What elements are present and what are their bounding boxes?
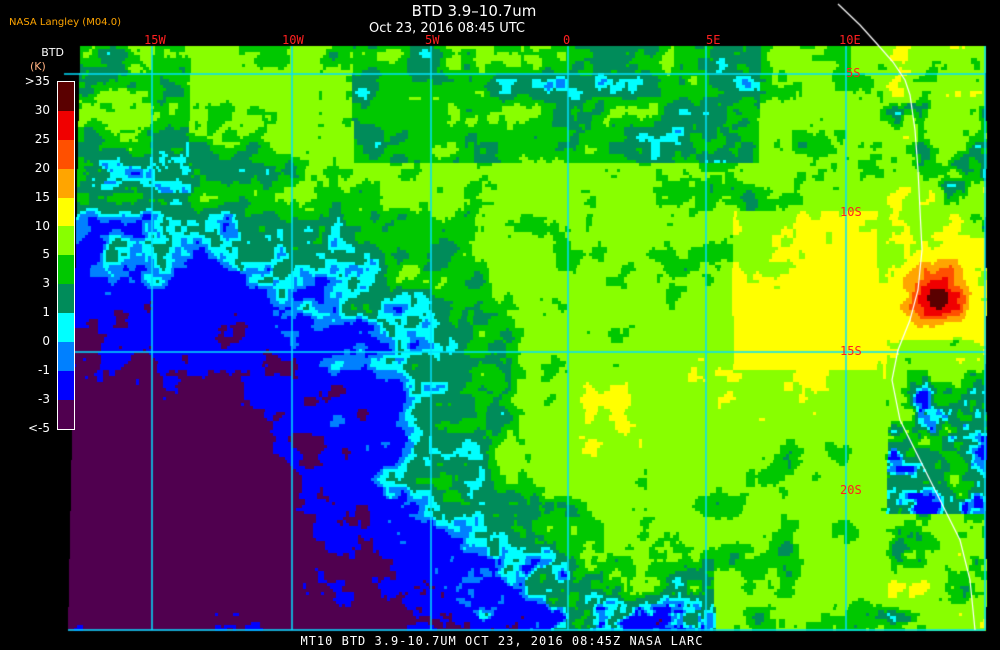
legend-tick-label: 5 — [42, 247, 50, 262]
lat-label-5s: 5S — [846, 66, 861, 80]
legend-units: (K) — [30, 60, 46, 73]
legend-swatch — [58, 197, 74, 227]
legend-tick-label: 3 — [42, 276, 50, 291]
legend-tick-label: 10 — [34, 218, 50, 233]
legend-tick-label: -3 — [38, 391, 50, 406]
lat-label-20s: 20S — [840, 483, 862, 497]
lon-label-10e: 10E — [839, 33, 861, 47]
legend-tick-label: -1 — [38, 363, 50, 377]
organization-label: NASA Langley (M04.0) — [9, 17, 121, 28]
datetime-text: Oct 23, 2016 08:45 UTC — [369, 21, 525, 36]
title-text: BTD 3.9–10.7um — [411, 2, 537, 20]
lat-label-15s: 15S — [840, 344, 862, 358]
legend-tick-label: 1 — [42, 305, 50, 320]
legend-tick-label: 0 — [42, 334, 50, 349]
legend-tick-label: 25 — [34, 131, 50, 146]
legend-swatch — [58, 342, 74, 371]
legend-swatch — [58, 168, 74, 198]
legend-swatch — [58, 313, 74, 343]
lon-label-5e: 5E — [706, 33, 721, 47]
legend-swatch — [58, 370, 74, 400]
legend-swatch — [58, 110, 74, 140]
legend-tick-label: 15 — [34, 189, 50, 204]
legend-swatch — [58, 399, 74, 429]
footer-caption: MT10 BTD 3.9-10.7UM OCT 23, 2016 08:45Z … — [0, 634, 1000, 648]
legend-swatch — [58, 82, 74, 111]
image-datetime: Oct 23, 2016 08:45 UTC — [0, 21, 1000, 36]
legend-title: BTD — [41, 46, 64, 59]
lon-label-10w: 10W — [282, 33, 304, 47]
legend-swatch — [58, 255, 74, 285]
lon-label-5w: 5W — [425, 33, 440, 47]
color-legend-bar — [57, 81, 75, 430]
legend-swatch — [58, 284, 74, 314]
lon-label-15w: 15W — [144, 33, 166, 47]
legend-tick-label: >35 — [24, 74, 50, 88]
footer-caption-text: MT10 BTD 3.9-10.7UM OCT 23, 2016 08:45Z … — [300, 634, 704, 648]
legend-tick-label: 30 — [34, 102, 50, 117]
image-title: BTD 3.9–10.7um — [0, 2, 1000, 20]
lat-label-10s: 10S — [840, 205, 862, 219]
legend-swatch — [58, 139, 74, 169]
legend-tick-label: <-5 — [27, 420, 50, 435]
legend-tick-label: 20 — [34, 160, 50, 175]
legend-swatch — [58, 226, 74, 256]
lon-label-0: 0 — [563, 33, 571, 47]
